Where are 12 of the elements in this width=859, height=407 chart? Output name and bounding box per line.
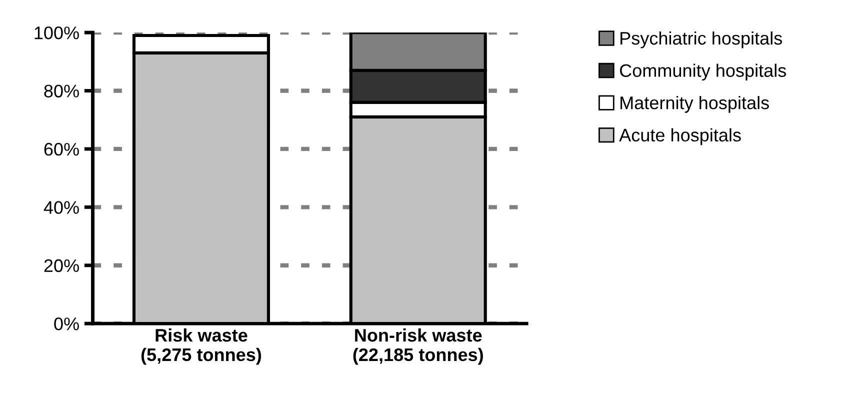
y-tick-label: 60% (44, 142, 79, 156)
legend-label: Psychiatric hospitals (620, 31, 782, 48)
y-tick-label: 100% (34, 26, 79, 40)
legend-label: Maternity hospitals (620, 96, 769, 113)
legend-label: Community hospitals (620, 64, 786, 81)
y-tick-label: 0% (54, 318, 79, 330)
x-tick-label: Risk waste (5,275 tonnes) (141, 328, 262, 365)
y-tick-label: 80% (44, 84, 79, 98)
legend-label: Acute hospitals (619, 128, 741, 146)
y-tick-label: 20% (44, 259, 79, 272)
y-tick-label: 40% (44, 201, 79, 214)
x-tick-label: Non-risk waste (22,185 tonnes) (353, 328, 483, 365)
